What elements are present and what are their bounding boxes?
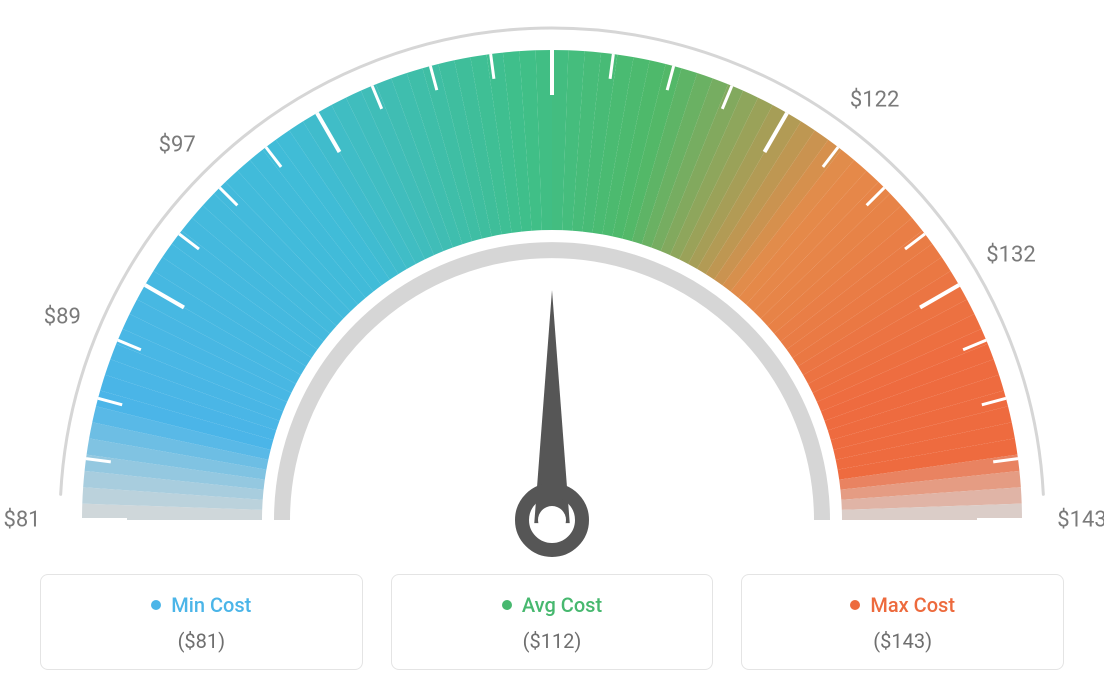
gauge-scale-label: $112	[527, 0, 576, 3]
legend-dot-icon	[502, 600, 512, 610]
gauge-scale-label: $122	[850, 87, 899, 112]
legend-value: ($143)	[752, 629, 1053, 653]
gauge-scale-label: $81	[3, 508, 40, 533]
legend-title-text: Min Cost	[171, 593, 251, 617]
legend-dot-icon	[151, 600, 161, 610]
legend-title: Avg Cost	[502, 593, 602, 617]
legend-value: ($112)	[402, 629, 703, 653]
legend-title: Max Cost	[850, 593, 955, 617]
legend-card: Avg Cost ($112)	[391, 574, 714, 670]
legend-value: ($81)	[51, 629, 352, 653]
gauge-chart: $81 $89 $97 $112 $122 $132 $143	[0, 0, 1104, 560]
legend-card: Min Cost ($81)	[40, 574, 363, 670]
gauge-scale-label: $89	[44, 305, 81, 330]
legend-row: Min Cost ($81) Avg Cost ($112) Max Cost ($143…	[40, 574, 1064, 670]
gauge-scale-label: $97	[159, 133, 196, 158]
legend-dot-icon	[850, 600, 860, 610]
gauge-scale-label: $143	[1057, 508, 1104, 533]
gauge-scale-label: $132	[986, 243, 1035, 268]
legend-title: Min Cost	[151, 593, 251, 617]
legend-title-text: Max Cost	[870, 593, 955, 617]
gauge-svg	[0, 0, 1104, 560]
legend-card: Max Cost ($143)	[741, 574, 1064, 670]
legend-title-text: Avg Cost	[522, 593, 602, 617]
